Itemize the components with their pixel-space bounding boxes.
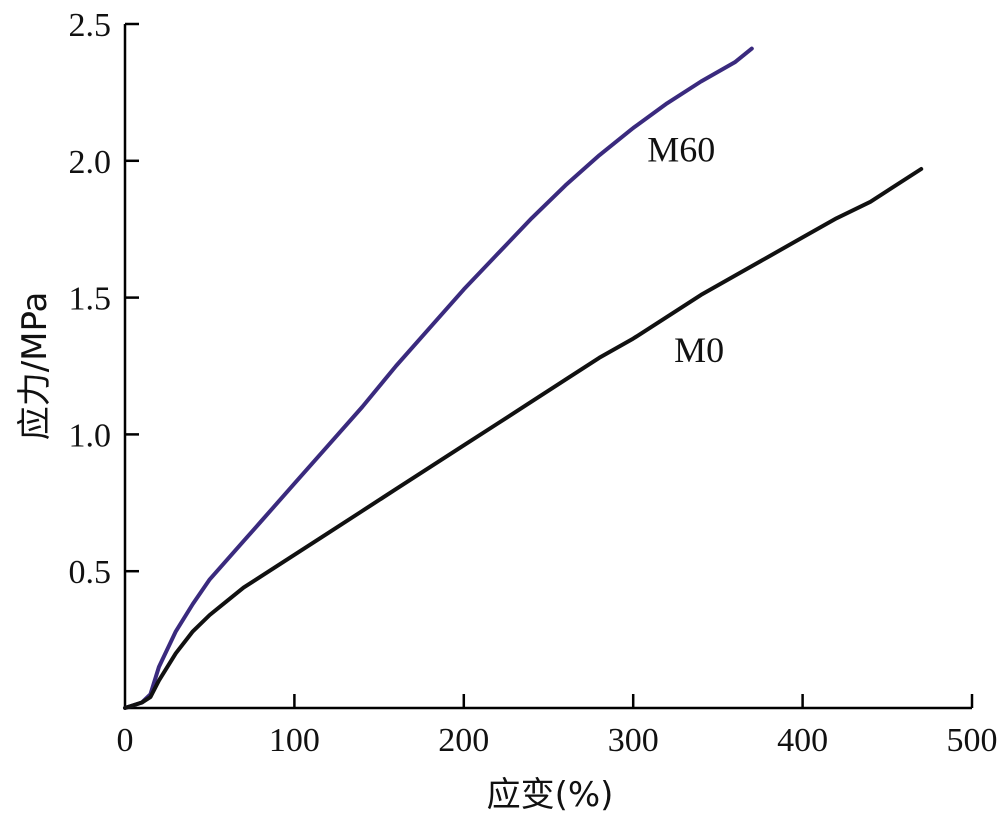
- series-line-m0: [123, 167, 924, 710]
- x-tick-label: 300: [608, 722, 659, 759]
- y-tick-label: 1.0: [69, 417, 112, 454]
- x-tick-label: 100: [269, 722, 320, 759]
- ticks: 0 100 200 300 400 500 0.5 1.0 1.5 2.0 2.5: [69, 7, 998, 759]
- y-tick-label: 2.0: [69, 144, 112, 181]
- series-label-m60: M60: [647, 129, 715, 169]
- x-tick-label: 200: [438, 722, 489, 759]
- y-tick-label: 0.5: [69, 554, 112, 591]
- x-tick-label: 500: [947, 722, 998, 759]
- series-line-m60: [123, 46, 754, 710]
- y-tick-label: 2.5: [69, 7, 112, 44]
- x-axis-title: 应变(%): [487, 775, 614, 815]
- series-annotations: M60 M0: [647, 129, 724, 369]
- series-lines: [123, 46, 924, 710]
- axes: [123, 24, 972, 710]
- y-axis-title: 应力/MPa: [15, 292, 55, 441]
- series-label-m0: M0: [674, 330, 724, 370]
- x-tick-label: 400: [777, 722, 828, 759]
- x-tick-label: 0: [117, 722, 134, 759]
- y-tick-label: 1.5: [69, 281, 112, 318]
